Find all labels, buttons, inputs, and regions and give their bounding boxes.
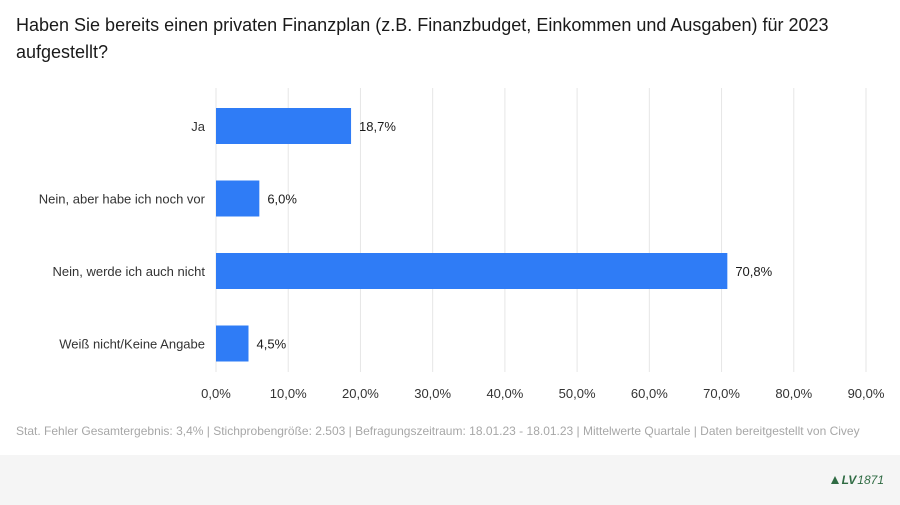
label-layer: 0,0% 10,0% 20,0% 30,0% 40,0% 50,0% 60,0% 70,0% 8… (39, 119, 885, 401)
data-label: 18,7% (359, 119, 396, 134)
lv1871-logo: LV 1871 (830, 473, 884, 487)
logo-text: LV (841, 473, 857, 487)
data-label: 4,5% (257, 337, 287, 352)
x-tick-label: 10,0% (270, 386, 307, 401)
bar (216, 253, 728, 289)
category-label: Weiß nicht/Keine Angabe (59, 337, 205, 352)
chart-title: Haben Sie bereits einen privaten Finanzp… (16, 15, 829, 62)
bar (216, 325, 249, 362)
bar (216, 108, 352, 144)
category-label: Nein, aber habe ich noch vor (39, 192, 206, 207)
x-tick-label: 30,0% (414, 386, 451, 401)
x-tick-label: 20,0% (342, 386, 379, 401)
x-tick-label: 90,0% (848, 386, 885, 401)
footer-note: Stat. Fehler Gesamtergebnis: 3,4% | Stic… (16, 424, 860, 438)
bar-layer (216, 108, 728, 362)
category-label: Nein, werde ich auch nicht (53, 264, 206, 279)
bar-chart: 0,0% 10,0% 20,0% 30,0% 40,0% 50,0% 60,0% 70,0% 8… (39, 88, 885, 401)
bar (216, 180, 260, 217)
category-label: Ja (191, 119, 206, 134)
x-tick-label: 70,0% (703, 386, 740, 401)
data-label: 70,8% (735, 264, 772, 279)
leaf-icon (830, 476, 839, 484)
x-tick-label: 60,0% (631, 386, 668, 401)
logo-number: 1871 (857, 473, 884, 487)
x-tick-label: 80,0% (775, 386, 812, 401)
data-label: 6,0% (267, 192, 297, 207)
x-tick-label: 0,0% (201, 386, 231, 401)
x-tick-label: 50,0% (559, 386, 596, 401)
x-tick-label: 40,0% (486, 386, 523, 401)
footer-band (0, 455, 900, 505)
